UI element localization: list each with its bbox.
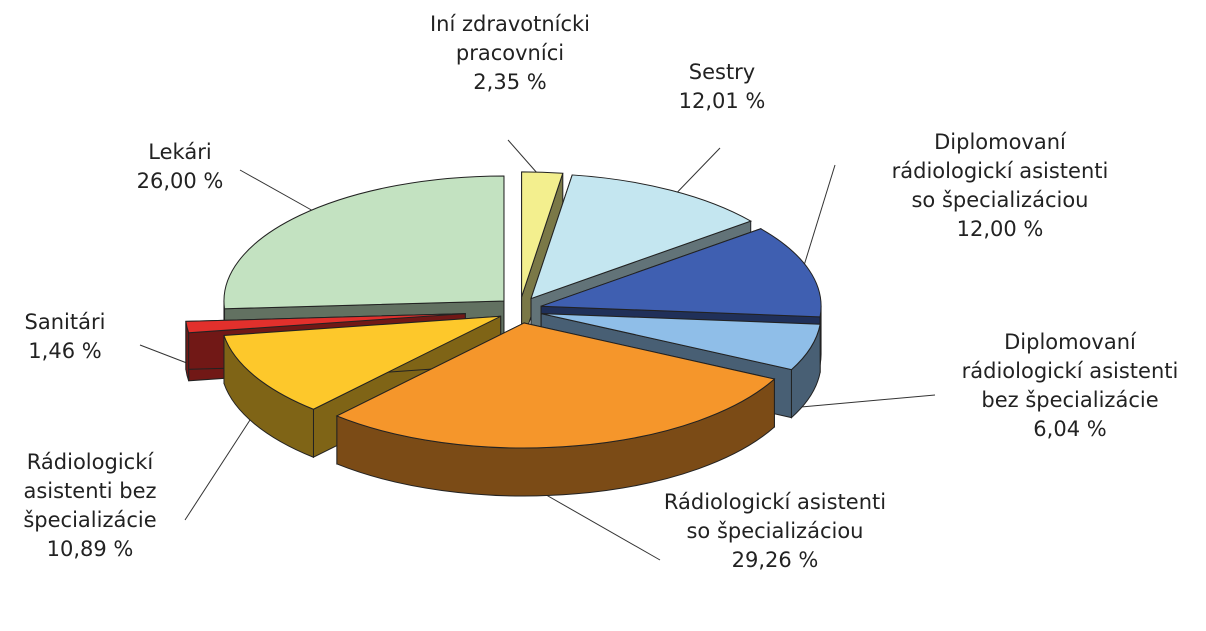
pie [185, 171, 822, 497]
value-label: 2,35 % [473, 70, 547, 94]
category-label: Diplomovaní rádiologickí asistenti so šp… [891, 130, 1109, 212]
slice [521, 171, 564, 297]
leader-lines [139, 139, 936, 561]
slice [223, 175, 505, 310]
category-label: Sestry [688, 60, 756, 84]
value-label: 6,04 % [1033, 417, 1107, 441]
category-label: Sanitári [24, 310, 106, 334]
slice [541, 313, 821, 371]
slice-label: Sestry 12,01 % [662, 58, 782, 116]
slice-label: Diplomovaní rádiologickí asistenti bez š… [950, 328, 1190, 444]
slice-label: Iní zdravotnícki pracovníci 2,35 % [400, 10, 620, 97]
slice [223, 315, 501, 410]
category-label: Diplomovaní rádiologickí asistenti bez š… [961, 330, 1179, 412]
value-label: 12,00 % [956, 217, 1044, 241]
slice-label: Rádiologickí asistenti so špecializáciou… [655, 488, 895, 575]
value-label: 10,89 % [46, 537, 134, 561]
value-label: 12,01 % [678, 89, 766, 113]
category-label: Rádiologickí asistenti so špecializáciou [663, 490, 887, 543]
slice-label: Lekári 26,00 % [110, 138, 250, 196]
category-label: Rádiologickí asistenti bez špecializácie [23, 450, 157, 532]
slice [185, 313, 466, 334]
category-label: Lekári [148, 140, 212, 164]
leader-line [239, 169, 316, 213]
value-label: 26,00 % [136, 169, 224, 193]
leader-line [789, 394, 936, 409]
slice [530, 174, 752, 300]
value-label: 29,26 % [731, 548, 819, 572]
slice [540, 228, 822, 318]
slice-label: Diplomovaní rádiologickí asistenti so šp… [880, 128, 1120, 244]
slice-label: Rádiologickí asistenti bez špecializácie… [5, 448, 175, 564]
slice-label: Sanitári 1,46 % [5, 308, 125, 366]
slice [335, 322, 776, 449]
leader-line [184, 419, 251, 521]
value-label: 1,46 % [28, 339, 102, 363]
category-label: Iní zdravotnícki pracovníci [429, 12, 591, 65]
